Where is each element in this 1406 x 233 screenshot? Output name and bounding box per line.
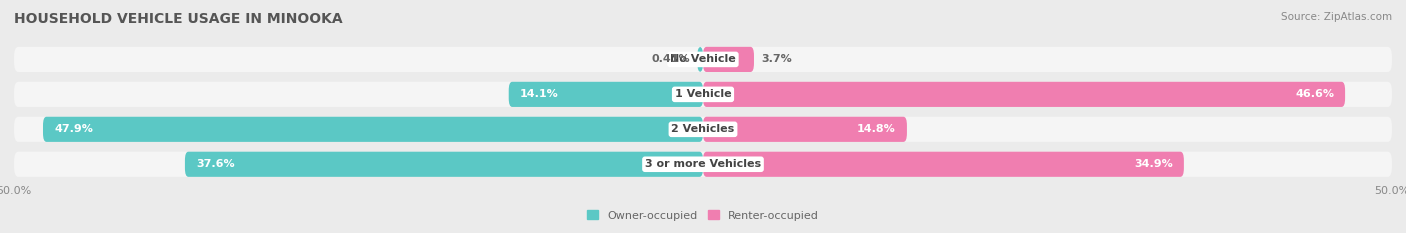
Text: 14.1%: 14.1% <box>520 89 558 99</box>
FancyBboxPatch shape <box>14 152 1392 177</box>
FancyBboxPatch shape <box>509 82 703 107</box>
Text: 3.7%: 3.7% <box>761 55 792 64</box>
Text: 2 Vehicles: 2 Vehicles <box>672 124 734 134</box>
FancyBboxPatch shape <box>703 47 754 72</box>
Text: 46.6%: 46.6% <box>1295 89 1334 99</box>
Text: 34.9%: 34.9% <box>1135 159 1173 169</box>
Text: No Vehicle: No Vehicle <box>671 55 735 64</box>
Text: 14.8%: 14.8% <box>858 124 896 134</box>
FancyBboxPatch shape <box>703 152 1184 177</box>
FancyBboxPatch shape <box>703 82 1346 107</box>
Legend: Owner-occupied, Renter-occupied: Owner-occupied, Renter-occupied <box>582 206 824 225</box>
FancyBboxPatch shape <box>697 47 703 72</box>
Text: HOUSEHOLD VEHICLE USAGE IN MINOOKA: HOUSEHOLD VEHICLE USAGE IN MINOOKA <box>14 12 343 26</box>
FancyBboxPatch shape <box>44 117 703 142</box>
FancyBboxPatch shape <box>14 117 1392 142</box>
FancyBboxPatch shape <box>14 47 1392 72</box>
FancyBboxPatch shape <box>14 82 1392 107</box>
Text: 0.41%: 0.41% <box>652 55 690 64</box>
FancyBboxPatch shape <box>703 117 907 142</box>
FancyBboxPatch shape <box>186 152 703 177</box>
Text: Source: ZipAtlas.com: Source: ZipAtlas.com <box>1281 12 1392 22</box>
Text: 3 or more Vehicles: 3 or more Vehicles <box>645 159 761 169</box>
Text: 37.6%: 37.6% <box>195 159 235 169</box>
Text: 1 Vehicle: 1 Vehicle <box>675 89 731 99</box>
Text: 47.9%: 47.9% <box>53 124 93 134</box>
